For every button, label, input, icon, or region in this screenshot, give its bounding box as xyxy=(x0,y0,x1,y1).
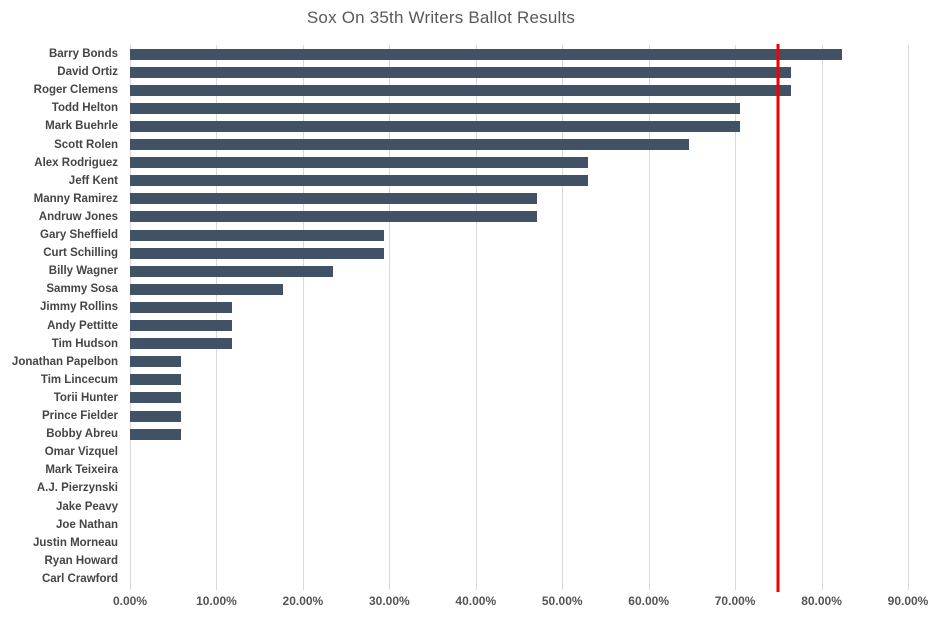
y-axis-label: Todd Helton xyxy=(51,102,118,115)
x-axis-tick-label: 60.00% xyxy=(628,594,670,608)
bar-scott-rolen xyxy=(130,139,690,151)
gridline xyxy=(216,45,218,590)
gridline xyxy=(389,45,391,590)
y-axis-label: Andy Pettitte xyxy=(47,319,118,332)
bar-tim-hudson xyxy=(130,338,232,350)
bar-sammy-sosa xyxy=(130,283,283,295)
gridline xyxy=(562,45,564,590)
y-axis-label: Omar Vizquel xyxy=(44,446,118,459)
y-axis-label: Jonathan Papelbon xyxy=(11,355,118,368)
bar-todd-helton xyxy=(130,102,741,114)
y-axis-labels: Barry Bonds David Ortiz Roger Clemens Todd … xyxy=(0,45,118,588)
bar-jeff-kent xyxy=(130,175,588,187)
bar-barry-bonds xyxy=(130,48,842,60)
x-axis-tick-label: 0.00% xyxy=(112,594,148,608)
y-axis-label: Andruw Jones xyxy=(38,210,118,223)
y-axis-label: Scott Rolen xyxy=(54,138,118,151)
bar-mark-buehrle xyxy=(130,120,741,132)
bar-prince-fielder xyxy=(130,410,181,422)
bar-torii-hunter xyxy=(130,392,181,404)
y-axis-label: Tim Hudson xyxy=(51,337,118,350)
bar-curt-schilling xyxy=(130,247,385,259)
bar-jimmy-rollins xyxy=(130,301,232,313)
x-axis-tick-label: 40.00% xyxy=(455,594,497,608)
y-axis-label: Justin Morneau xyxy=(33,536,118,549)
y-axis-label: Curt Schilling xyxy=(43,247,118,260)
y-axis-label: Tim Lincecum xyxy=(40,373,118,386)
chart-title: Sox On 35th Writers Ballot Results xyxy=(306,8,576,27)
gridline xyxy=(735,45,737,590)
y-axis-label: Jeff Kent xyxy=(68,174,118,187)
gridline xyxy=(475,45,477,590)
y-axis-label: Bobby Abreu xyxy=(46,428,118,441)
y-axis-label: Barry Bonds xyxy=(48,48,118,60)
bar-andy-pettitte xyxy=(130,320,232,332)
y-axis-label: Gary Sheffield xyxy=(40,229,118,241)
bar-david-ortiz xyxy=(130,66,792,78)
x-axis-tick-label: 10.00% xyxy=(196,594,237,608)
bar-bobby-abreu xyxy=(130,428,181,440)
y-axis-label: Prince Fielder xyxy=(41,410,118,422)
bar-billy-wagner xyxy=(130,265,334,277)
y-axis-label: Roger Clemens xyxy=(33,84,118,97)
y-axis-label: Sammy Sosa xyxy=(46,283,118,296)
bar-manny-ramirez xyxy=(130,193,537,205)
y-axis-label: A.J. Pierzynski xyxy=(36,482,118,495)
y-axis-label: Carl Crawford xyxy=(41,572,118,585)
gridline xyxy=(130,45,131,590)
gridline xyxy=(821,45,823,590)
bar-alex-rodriguez xyxy=(130,157,588,169)
gridline xyxy=(908,45,909,590)
plot-area xyxy=(130,44,909,592)
y-axis-label: Jake Peavy xyxy=(55,500,118,513)
bar-andruw-jones xyxy=(130,211,537,223)
y-axis-label: Billy Wagner xyxy=(48,265,118,278)
y-axis-label: Alex Rodriguez xyxy=(34,156,118,169)
y-axis-label: Mark Teixeira xyxy=(45,464,118,477)
x-axis-tick-label: 80.00% xyxy=(801,594,842,608)
y-axis-label: Joe Nathan xyxy=(56,518,118,531)
y-axis-label: Mark Buehrle xyxy=(45,120,118,133)
x-axis-tick-label: 70.00% xyxy=(714,594,756,608)
y-axis-label: Jimmy Rollins xyxy=(40,301,118,314)
bar-gary-sheffield xyxy=(130,229,385,241)
y-axis-label: Torii Hunter xyxy=(53,391,118,404)
bar-roger-clemens xyxy=(130,84,792,96)
y-axis-label: Ryan Howard xyxy=(44,554,119,567)
x-axis-tick-label: 90.00% xyxy=(887,594,929,608)
x-axis-tick-label: 30.00% xyxy=(368,594,410,608)
x-axis-tick-label: 50.00% xyxy=(541,594,583,608)
y-axis-label: Manny Ramirez xyxy=(33,192,118,205)
y-axis-label: David Ortiz xyxy=(57,66,118,79)
gridline xyxy=(648,45,650,590)
bar-jonathan-papelbon xyxy=(130,356,181,368)
x-axis: 0.00% 10.00% 20.00% 30.00% 40.00% 50.00% 60.00… xyxy=(113,594,928,614)
x-axis-tick-label: 20.00% xyxy=(282,594,324,608)
gridline xyxy=(302,45,304,590)
threshold-line-75-percent xyxy=(776,44,780,592)
bar-tim-lincecum xyxy=(130,374,181,386)
